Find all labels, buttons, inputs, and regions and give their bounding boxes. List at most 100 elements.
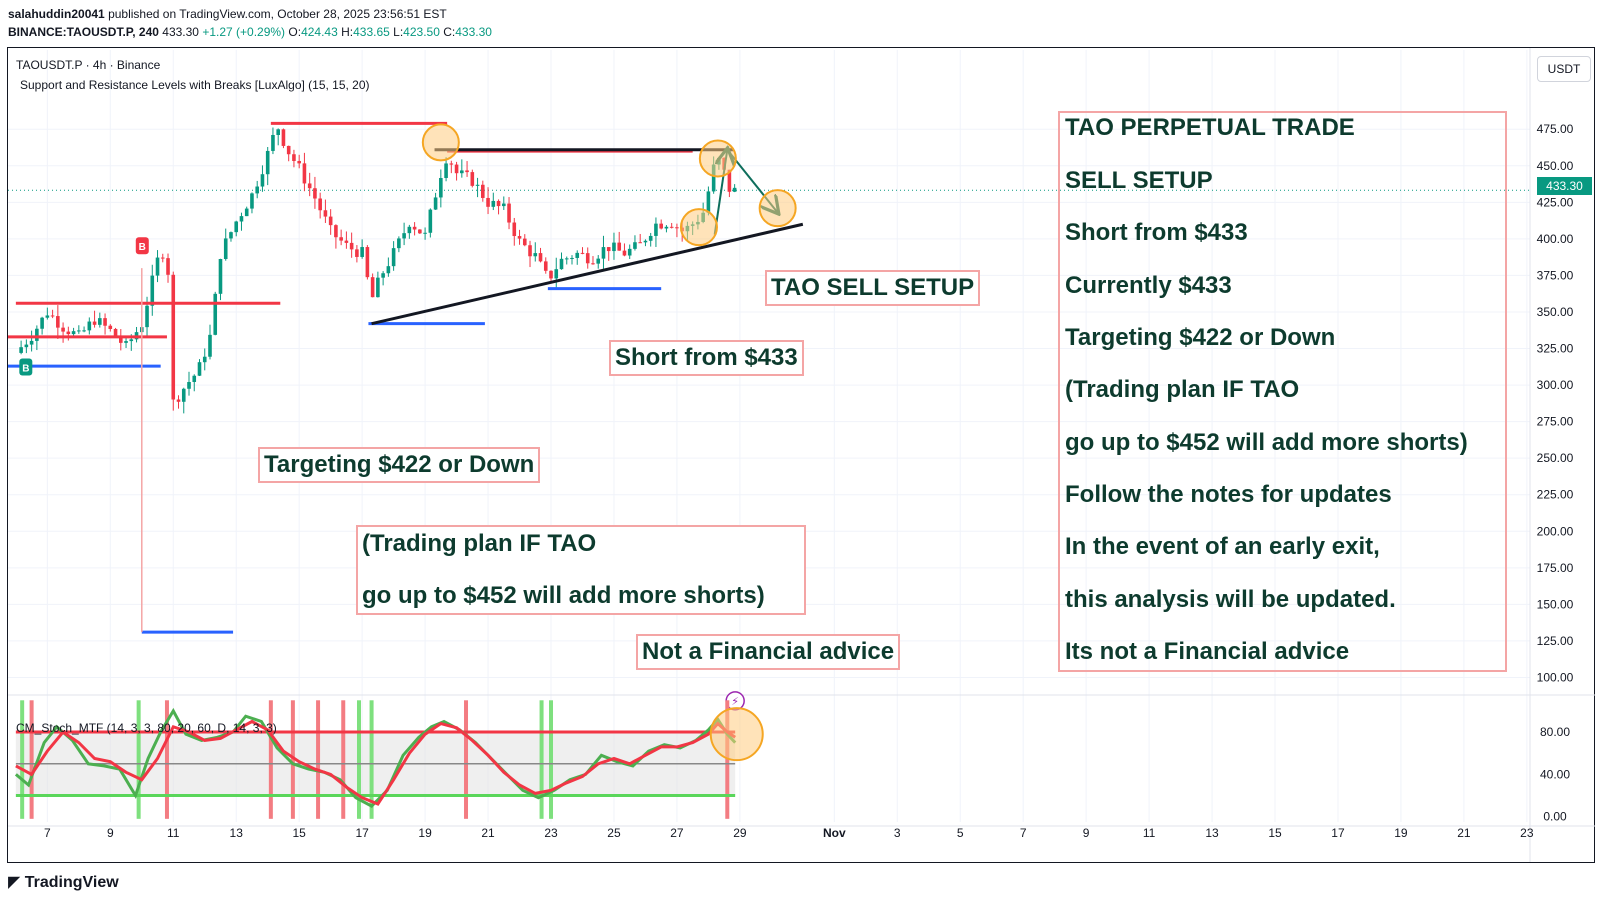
sell-setup-label: TAO SELL SETUP bbox=[765, 270, 981, 306]
candle-body bbox=[606, 247, 611, 252]
candle-body bbox=[150, 275, 155, 306]
highlight-circle bbox=[758, 189, 797, 228]
candle-body bbox=[370, 277, 375, 298]
candle-body bbox=[564, 258, 569, 260]
stoch-tick-label: 40.00 bbox=[1540, 767, 1570, 781]
candle-body bbox=[82, 330, 86, 332]
candle-body bbox=[475, 184, 480, 186]
tradingview-logo[interactable]: ◤ TradingView bbox=[8, 872, 119, 892]
candle-body bbox=[633, 242, 637, 249]
candle-body bbox=[491, 200, 496, 207]
trading-plan-line-2: go up to $452 will add more shorts) bbox=[362, 582, 765, 609]
candle-body bbox=[281, 129, 286, 146]
candle-body bbox=[507, 203, 511, 223]
candle-body bbox=[176, 399, 181, 402]
candle-body bbox=[365, 247, 370, 278]
price-tick-label: 150.00 bbox=[1537, 597, 1574, 611]
candle-body bbox=[181, 388, 186, 402]
candle-body bbox=[118, 336, 123, 343]
candle-body bbox=[349, 242, 354, 250]
time-tick-label: 19 bbox=[418, 826, 432, 840]
stoch-cross-bar-red bbox=[341, 700, 346, 819]
candle-body bbox=[675, 227, 679, 229]
price-tick-label: 300.00 bbox=[1537, 378, 1574, 392]
time-tick-label: 13 bbox=[230, 826, 244, 840]
stoch-tick-label: 0.00 bbox=[1543, 810, 1567, 824]
candle-body bbox=[218, 259, 223, 294]
candle-body bbox=[265, 150, 270, 175]
price-tick-label: 125.00 bbox=[1537, 634, 1574, 648]
candle-body bbox=[302, 163, 307, 184]
candle-body bbox=[66, 331, 71, 335]
indicator-legend: Support and Resistance Levels with Break… bbox=[20, 78, 370, 92]
candle-body bbox=[528, 245, 532, 257]
candle-body bbox=[318, 198, 322, 211]
highlight-circle bbox=[698, 139, 737, 178]
stoch-d-line bbox=[15, 719, 737, 806]
candle-body bbox=[286, 145, 291, 155]
currency-button[interactable]: USDT bbox=[1537, 56, 1591, 82]
time-tick-label: 15 bbox=[292, 826, 306, 840]
stoch-cross-bar-red bbox=[290, 700, 295, 819]
time-tick-label: 21 bbox=[1457, 826, 1471, 840]
candle-body bbox=[355, 249, 359, 257]
not-advice-label: Not a Financial advice bbox=[636, 634, 901, 670]
time-tick-label: 9 bbox=[107, 826, 114, 840]
notes-line-10: this analysis will be updated. bbox=[1065, 586, 1396, 613]
time-tick-label: 19 bbox=[1394, 826, 1408, 840]
notes-line-2: SELL SETUP bbox=[1065, 167, 1213, 194]
candle-body bbox=[612, 242, 616, 252]
buy-break-text: B bbox=[22, 364, 29, 375]
author-name: salahuddin20041 bbox=[8, 7, 105, 21]
publish-line: salahuddin20041 published on TradingView… bbox=[8, 7, 447, 21]
candle-body bbox=[444, 163, 448, 179]
notes-line-1: TAO PERPETUAL TRADE bbox=[1065, 114, 1355, 141]
last-price-tag: 433.30 bbox=[1537, 177, 1592, 195]
candle-body bbox=[155, 257, 160, 276]
price-change: +1.27 (+0.29%) bbox=[202, 25, 286, 39]
candle-body bbox=[103, 318, 107, 326]
candle-body bbox=[160, 257, 165, 259]
candle-body bbox=[617, 242, 622, 251]
candle-body bbox=[732, 187, 737, 192]
candle-body bbox=[669, 226, 674, 228]
time-tick-label: 29 bbox=[733, 826, 747, 840]
stoch-cross-bar-green bbox=[369, 700, 374, 819]
chart-frame[interactable] bbox=[7, 47, 1595, 863]
time-tick-label: 11 bbox=[1143, 826, 1156, 840]
notes-line-5: Targeting $422 or Down bbox=[1065, 324, 1336, 351]
last-price: 433.30 bbox=[162, 25, 199, 39]
candle-body bbox=[108, 325, 113, 329]
buy-break-badge bbox=[19, 358, 33, 376]
candle-body bbox=[381, 273, 385, 278]
candle-body bbox=[501, 203, 506, 207]
candle-body bbox=[124, 341, 128, 343]
low-value: 423.50 bbox=[403, 25, 440, 39]
candle-body bbox=[407, 226, 412, 234]
stoch-cross-bar-red bbox=[316, 700, 321, 819]
candle-body bbox=[522, 238, 527, 246]
candle-body bbox=[56, 316, 60, 328]
candle-body bbox=[77, 330, 81, 332]
price-tick-label: 275.00 bbox=[1537, 415, 1574, 429]
candle-body bbox=[192, 375, 197, 382]
candle-body bbox=[538, 253, 543, 262]
time-tick-label: 23 bbox=[544, 826, 558, 840]
candle-body bbox=[391, 248, 396, 267]
trading-plan-line-1: (Trading plan IF TAO bbox=[362, 530, 597, 557]
candle-body bbox=[554, 269, 559, 279]
candle-body bbox=[591, 263, 595, 265]
stoch-cross-bar-red bbox=[725, 700, 730, 819]
candle-body bbox=[570, 257, 574, 259]
candle-body bbox=[418, 229, 422, 234]
price-tick-label: 100.00 bbox=[1537, 670, 1574, 684]
candle-body bbox=[376, 277, 380, 298]
candle-body bbox=[87, 321, 92, 331]
candle-body bbox=[470, 172, 475, 186]
time-tick-label: 7 bbox=[1020, 826, 1027, 840]
sell-break-text: B bbox=[139, 242, 146, 253]
candle-body bbox=[654, 223, 658, 236]
stoch-cross-bar-green bbox=[356, 700, 361, 819]
candle-body bbox=[481, 184, 485, 198]
